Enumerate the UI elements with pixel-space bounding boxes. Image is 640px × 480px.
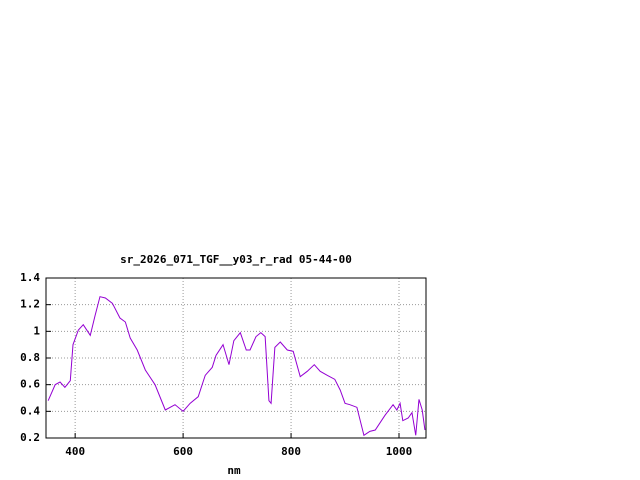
data-line bbox=[47, 296, 426, 437]
x-tick-label: 600 bbox=[173, 445, 193, 458]
plot-border bbox=[45, 277, 427, 439]
chart-title: sr_2026_071_TGF__y03_r_rad 05-44-00 bbox=[120, 253, 352, 266]
x-tick-label: 800 bbox=[281, 445, 301, 458]
y-tick-label: 0.4 bbox=[20, 404, 40, 417]
y-tick-label: 1.4 bbox=[20, 271, 40, 284]
x-tick-label: 1000 bbox=[386, 445, 413, 458]
y-tick-label: 0.2 bbox=[20, 431, 40, 444]
y-tick-label: 0.8 bbox=[20, 351, 40, 364]
x-tick-label: 400 bbox=[65, 445, 85, 458]
x-axis-label: nm bbox=[227, 464, 241, 477]
y-tick-label: 0.6 bbox=[20, 378, 40, 391]
y-tick-label: 1 bbox=[33, 324, 40, 337]
y-tick-label: 1.2 bbox=[20, 298, 40, 311]
